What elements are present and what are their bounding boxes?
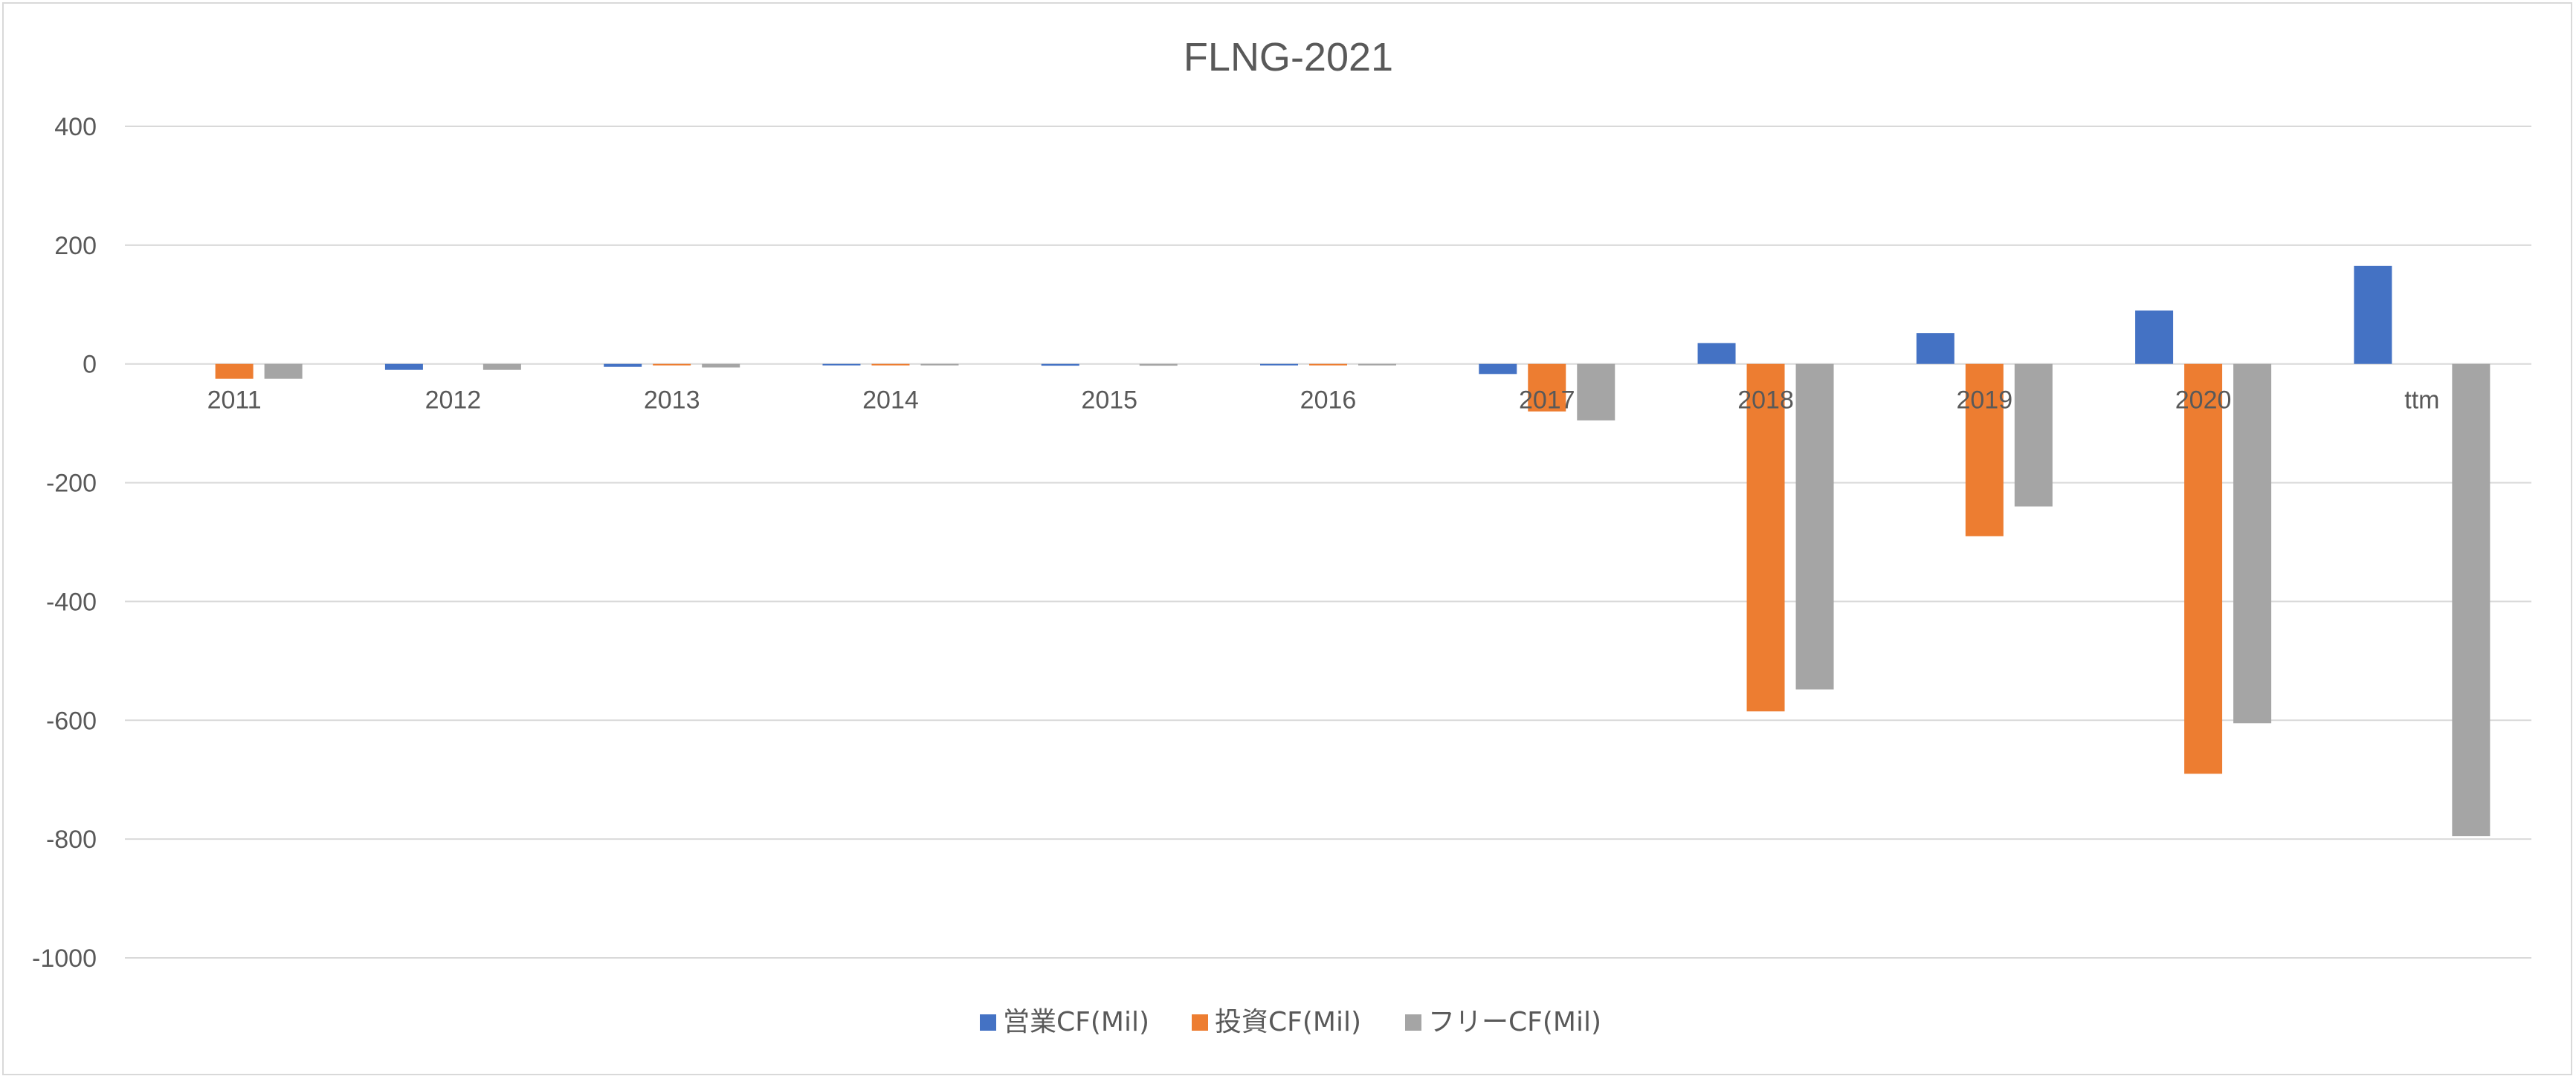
bar-2019-s0 — [1916, 333, 1954, 364]
legend: 営業CF(Mil) 投資CF(Mil) フリーCF(Mil) — [980, 1007, 1601, 1037]
bar-2011-s2 — [264, 363, 303, 379]
x-tick-label: 2014 — [862, 386, 919, 415]
x-tick-label: 2013 — [644, 386, 700, 415]
bar-2013-s0 — [604, 363, 642, 367]
x-tick-label: 2011 — [207, 386, 262, 415]
x-tick-label: 2018 — [1737, 386, 1794, 415]
bar-2019-s1 — [1965, 363, 2004, 537]
y-tick-label: -600 — [46, 707, 97, 735]
bar-2019-s2 — [2014, 363, 2053, 507]
bar-2018-s2 — [1795, 363, 1834, 690]
y-tick-label: 200 — [54, 232, 97, 260]
x-tick-label: 2012 — [425, 386, 482, 415]
x-tick-label: 2016 — [1300, 386, 1357, 415]
legend-label: 投資CF(Mil) — [1215, 1007, 1361, 1037]
legend-swatch — [1405, 1014, 1421, 1031]
bar-2020-s2 — [2233, 363, 2272, 724]
x-tick-label: 2015 — [1081, 386, 1137, 415]
bars — [215, 265, 2491, 837]
bar-2020-s1 — [2184, 363, 2223, 774]
y-tick-label: -800 — [46, 826, 97, 854]
legend-swatch — [980, 1014, 996, 1031]
y-tick-label: -400 — [46, 588, 97, 616]
bar-2011-s1 — [215, 363, 254, 379]
bar-2015-s0 — [1041, 363, 1079, 366]
bar-ttm-s2 — [2452, 363, 2491, 837]
bar-2015-s2 — [1139, 363, 1178, 366]
legend-label: 営業CF(Mil) — [1003, 1007, 1149, 1037]
gridlines — [125, 126, 2531, 959]
y-tick-label: -200 — [46, 470, 97, 498]
x-tick-label: 2019 — [1956, 386, 2012, 415]
bar-2012-s2 — [482, 363, 521, 370]
bar-2014-s1 — [871, 363, 910, 366]
bar-2018-s1 — [1746, 363, 1785, 712]
bar-2014-s2 — [920, 363, 959, 366]
y-tick-label: -1000 — [32, 944, 97, 973]
x-axis-ticks: 2011 2012 2013 2014 2015 2016 2017 2018 2019 2020… — [207, 386, 2440, 415]
bar-2017-s2 — [1577, 363, 1615, 421]
bar-2013-s2 — [702, 363, 740, 368]
x-tick-label: 2020 — [2175, 386, 2232, 415]
legend-swatch — [1192, 1014, 1208, 1031]
x-tick-label: ttm — [2404, 386, 2439, 415]
bar-ttm-s0 — [2354, 265, 2392, 364]
bar-2016-s2 — [1358, 363, 1396, 366]
bar-2018-s0 — [1697, 343, 1736, 364]
bar-2013-s1 — [653, 363, 691, 366]
y-tick-label: 0 — [83, 351, 97, 379]
bar-2016-s0 — [1260, 363, 1298, 366]
legend-label: フリーCF(Mil) — [1428, 1007, 1601, 1037]
y-axis-ticks: 400 200 0 -200 -400 -600 -800 -1000 — [32, 113, 97, 973]
bar-2017-s1 — [1528, 363, 1566, 412]
y-tick-label: 400 — [54, 113, 97, 141]
bar-2016-s1 — [1309, 363, 1347, 366]
bar-2020-s0 — [2135, 310, 2174, 364]
chart-title: FLNG-2021 — [1184, 35, 1393, 80]
x-tick-label: 2017 — [1519, 386, 1575, 415]
bar-2017-s0 — [1479, 363, 1517, 375]
bar-2012-s0 — [384, 363, 423, 370]
bar-2014-s0 — [822, 363, 861, 366]
